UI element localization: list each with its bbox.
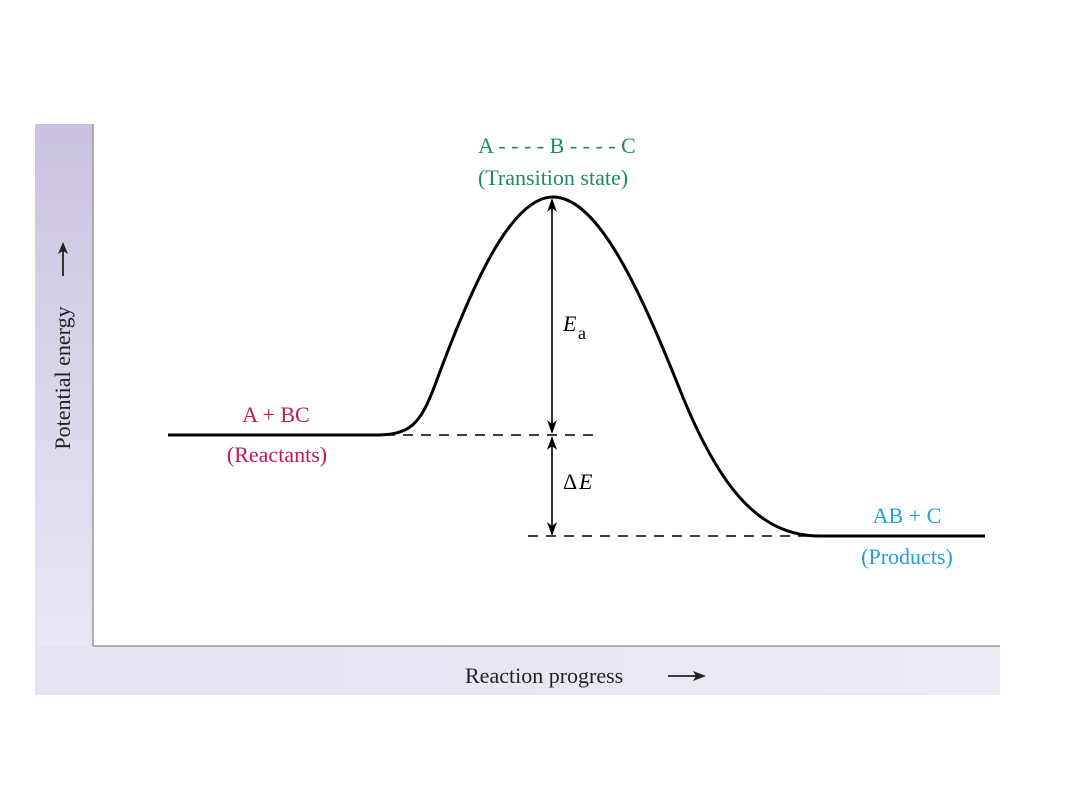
reactants-formula: A + BC (242, 402, 309, 427)
reactants-caption: (Reactants) (227, 442, 327, 467)
energy-change-label: E (578, 469, 593, 494)
activation-energy-arrow (547, 198, 557, 434)
svg-text:Potential energy: Potential energy (50, 306, 75, 449)
x-axis-arrow-icon (668, 671, 706, 681)
panel-bottom-band (35, 646, 1000, 695)
energy-change-prefix: Δ (563, 469, 577, 494)
products-formula: AB + C (873, 503, 942, 528)
transition-state-formula: A - - - - B - - - - C (478, 133, 636, 158)
activation-energy-label: E (562, 311, 577, 336)
transition-state-caption: (Transition state) (478, 165, 628, 190)
energy-change-arrow (547, 436, 557, 536)
products-caption: (Products) (861, 544, 953, 569)
energy-curve (168, 195, 985, 538)
activation-energy-subscript: a (578, 323, 586, 343)
y-axis-arrow-icon (58, 242, 68, 276)
x-axis-label: Reaction progress (465, 663, 623, 688)
panel-left-band (35, 124, 93, 695)
y-axis-label: Potential energy (50, 242, 75, 450)
